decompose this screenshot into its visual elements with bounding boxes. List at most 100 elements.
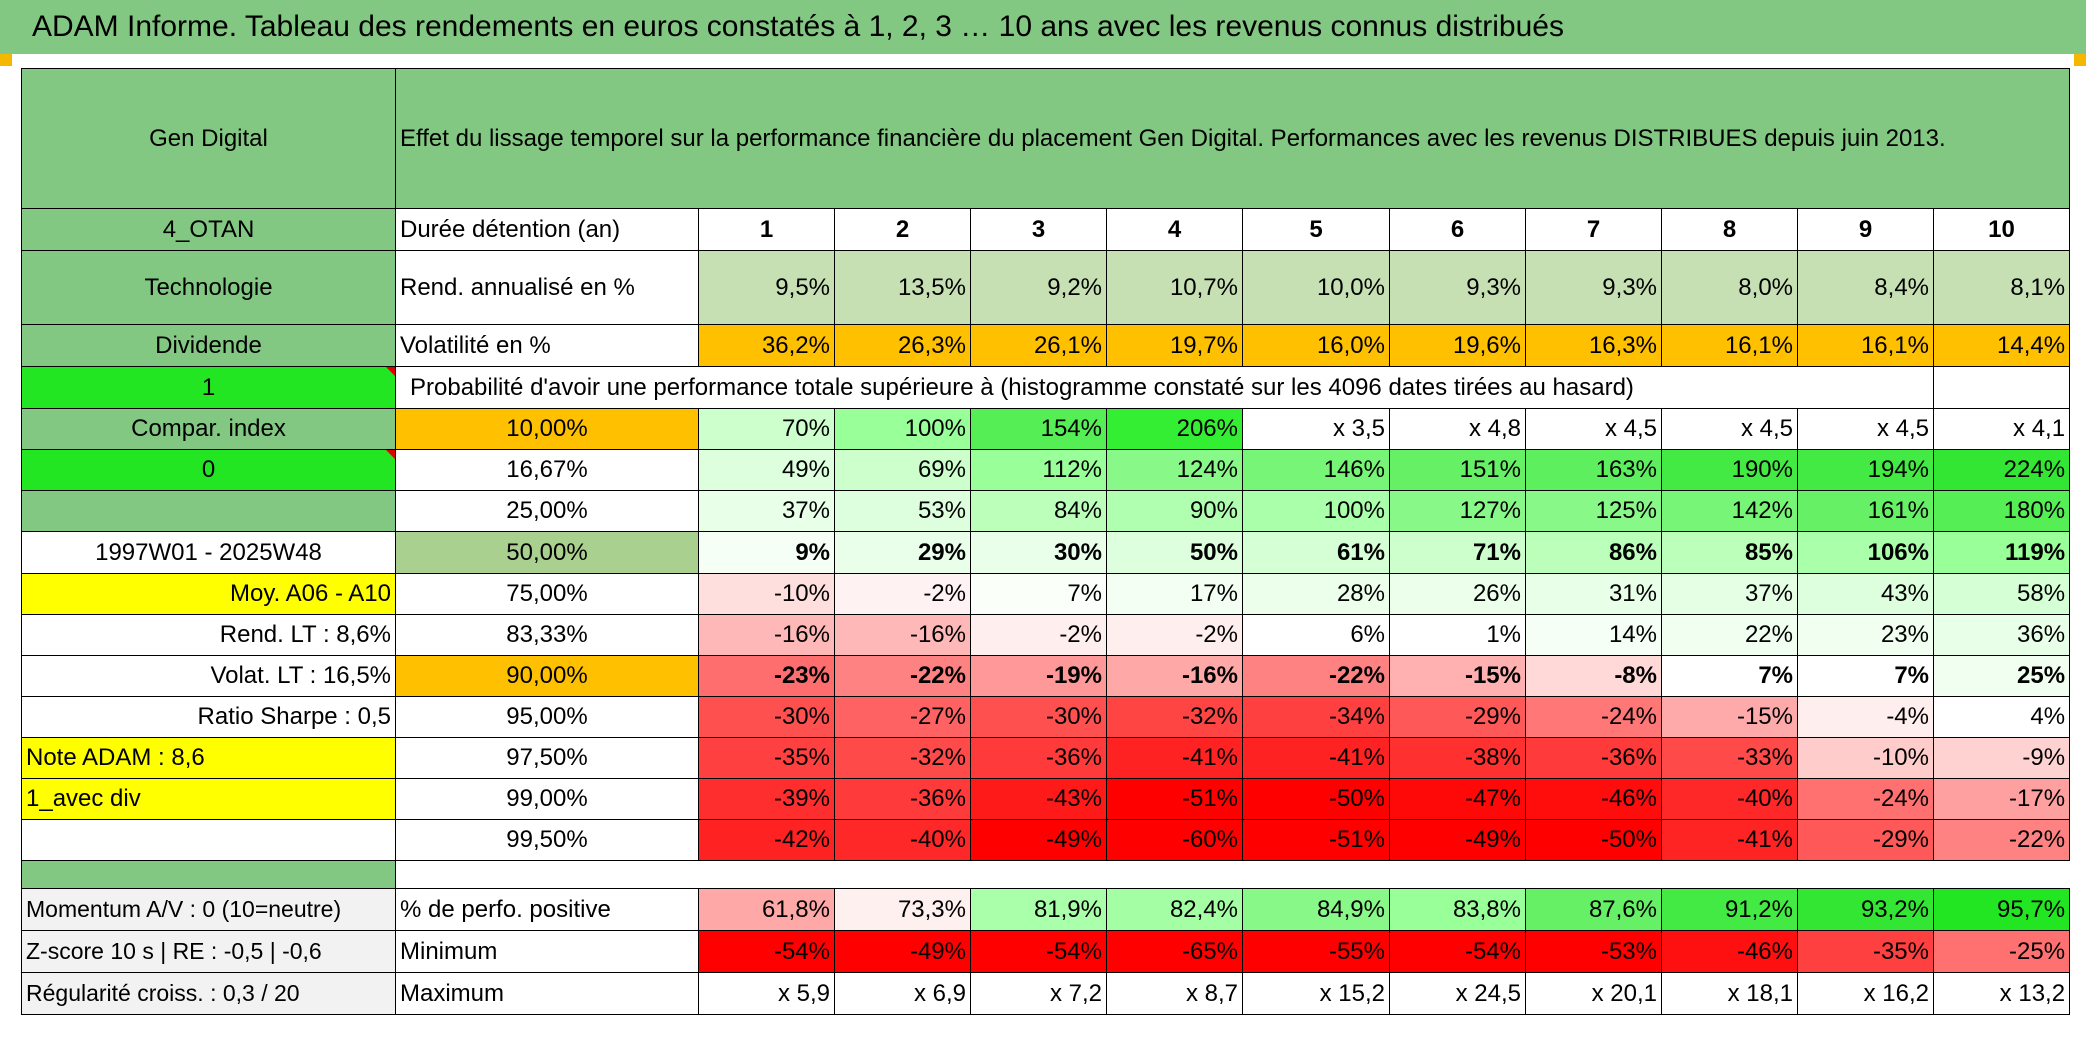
quantile-value: -50% [1525,819,1662,861]
quantile-value: -8% [1525,655,1662,697]
quantile-value: 194% [1797,449,1934,491]
asset-type: Dividende [21,324,396,367]
quantile-value: 25% [1932,655,2071,697]
maximum-value: x 15,2 [1242,972,1390,1015]
quantile-label: 99,00% [395,778,699,820]
quantile-value: 90% [1106,490,1243,532]
quantile-value: 70% [698,408,835,450]
positive-share: 91,2% [1661,888,1798,931]
empty-cell [1797,366,1934,409]
maximum-label: Maximum [395,972,699,1015]
quantile-value: -4% [1797,696,1934,738]
quantile-value: 9% [698,531,835,574]
quantile-value: 100% [1242,490,1390,532]
year-header: 6 [1389,208,1526,251]
quantile-value: x 4,5 [1661,408,1798,450]
quantile-value: 106% [1797,531,1934,574]
annual-return-value: 8,4% [1797,250,1934,325]
quantile-value: 112% [970,449,1107,491]
report-title: ADAM Informe. Tableau des rendements en … [0,0,2086,54]
quantile-value: -51% [1106,778,1243,820]
minimum-value: -65% [1106,930,1243,973]
quantile-value: 14% [1525,614,1662,656]
corner-marker [0,54,12,66]
quantile-value: -24% [1525,696,1662,738]
quantile-value: -10% [698,573,835,615]
quantile-value: 125% [1525,490,1662,532]
quantile-value: -17% [1932,778,2071,820]
performance-table: Gen Digital Effet du lissage temporel su… [21,68,2071,1015]
quantile-value: -32% [1106,696,1243,738]
quantile-value: -29% [1797,819,1934,861]
quantile-label: 99,50% [395,819,699,861]
probability-title: Probabilité d'avoir une performance tota… [395,366,1798,409]
quantile-value: -16% [698,614,835,656]
minimum-value: -54% [698,930,835,973]
quantile-value: -40% [1661,778,1798,820]
quantile-value: -30% [698,696,835,738]
quantile-value: 53% [834,490,971,532]
footer-left-label: Momentum A/V : 0 (10=neutre) [21,888,396,931]
annual-return-value: 9,5% [698,250,835,325]
quantile-value: 49% [698,449,835,491]
quantile-value: -29% [1389,696,1526,738]
quantile-value: 119% [1932,531,2071,574]
footer-left-label: Régularité croiss. : 0,3 / 20 [21,972,396,1015]
quantile-value: 36% [1932,614,2071,656]
blank-label [21,490,396,532]
quantile-value: -32% [834,737,971,779]
quantile-value: -15% [1389,655,1526,697]
quantile-value: 23% [1797,614,1934,656]
asset-sector: Technologie [21,250,396,325]
quantile-value: -10% [1797,737,1934,779]
quantile-value: -46% [1525,778,1662,820]
quantile-value: 161% [1797,490,1934,532]
quantile-label: 25,00% [395,490,699,532]
quantile-label: 50,00% [395,531,699,574]
quantile-value: -50% [1242,778,1390,820]
quantile-value: 26% [1389,573,1526,615]
annual-return-value: 10,0% [1242,250,1390,325]
minimum-value: -54% [1389,930,1526,973]
volatility-value: 16,1% [1661,324,1798,367]
volatility-value: 36,2% [698,324,835,367]
duration-label: Durée détention (an) [395,208,699,251]
quantile-value: 30% [970,531,1107,574]
empty-cell [21,819,396,861]
quantile-label: 90,00% [395,655,699,697]
gap-cell [396,861,2070,889]
quantile-value: 4% [1932,696,2071,738]
quantile-value: x 4,5 [1525,408,1662,450]
maximum-value: x 6,9 [834,972,971,1015]
empty-cell [1932,366,2071,409]
minimum-value: -55% [1242,930,1390,973]
quantile-value: -24% [1797,778,1934,820]
minimum-value: -49% [834,930,971,973]
flag-zero-cell[interactable]: 0 [21,449,396,491]
volatility-value: 16,3% [1525,324,1662,367]
flag-one-cell[interactable]: 1 [21,366,396,409]
quantile-value: 69% [834,449,971,491]
quantile-value: -60% [1106,819,1243,861]
maximum-value: x 5,9 [698,972,835,1015]
annual-return-value: 13,5% [834,250,971,325]
quantile-value: 180% [1932,490,2071,532]
sharpe-ratio: Ratio Sharpe : 0,5 [21,696,396,738]
quantile-value: -39% [698,778,835,820]
report-frame: Gen Digital Effet du lissage temporel su… [0,54,2086,1044]
asset-name: Gen Digital [21,68,396,209]
quantile-value: x 3,5 [1242,408,1390,450]
quantile-value: -9% [1932,737,2071,779]
quantile-value: 37% [698,490,835,532]
positive-share: 61,8% [698,888,835,931]
quantile-value: 124% [1106,449,1243,491]
volatility-value: 16,0% [1242,324,1390,367]
quantile-value: -2% [1106,614,1243,656]
quantile-value: 151% [1389,449,1526,491]
year-header: 5 [1242,208,1390,251]
positive-share: 93,2% [1797,888,1934,931]
asset-code: 4_OTAN [21,208,396,251]
positive-share: 82,4% [1106,888,1243,931]
quantile-value: 28% [1242,573,1390,615]
quantile-label: 16,67% [395,449,699,491]
